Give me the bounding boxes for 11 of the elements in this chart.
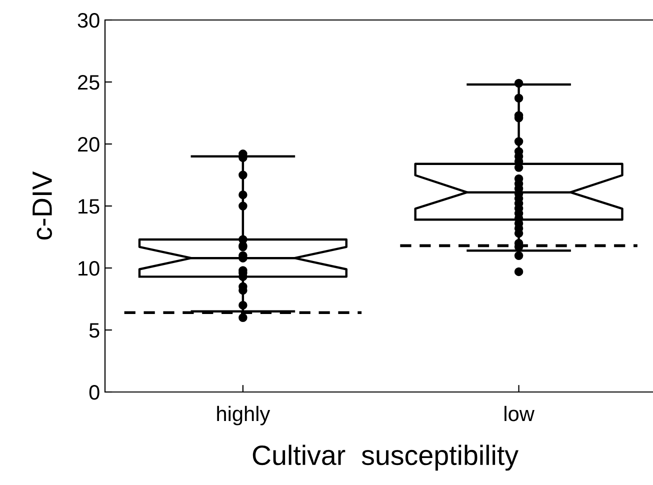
x-tick-label: low bbox=[504, 406, 534, 422]
y-tick-label: 5 bbox=[89, 323, 100, 338]
x-axis-title: Cultivar susceptibility bbox=[252, 444, 518, 471]
y-axis-title: c-DIV bbox=[32, 171, 52, 240]
y-tick-label: 15 bbox=[78, 199, 100, 214]
y-tick-label: 0 bbox=[89, 385, 100, 400]
y-tick-label: 25 bbox=[78, 75, 100, 90]
y-tick-label: 20 bbox=[78, 137, 100, 152]
x-tick-label: highly bbox=[217, 406, 270, 426]
y-tick-label: 10 bbox=[78, 261, 100, 276]
y-tick-label: 30 bbox=[78, 13, 100, 28]
